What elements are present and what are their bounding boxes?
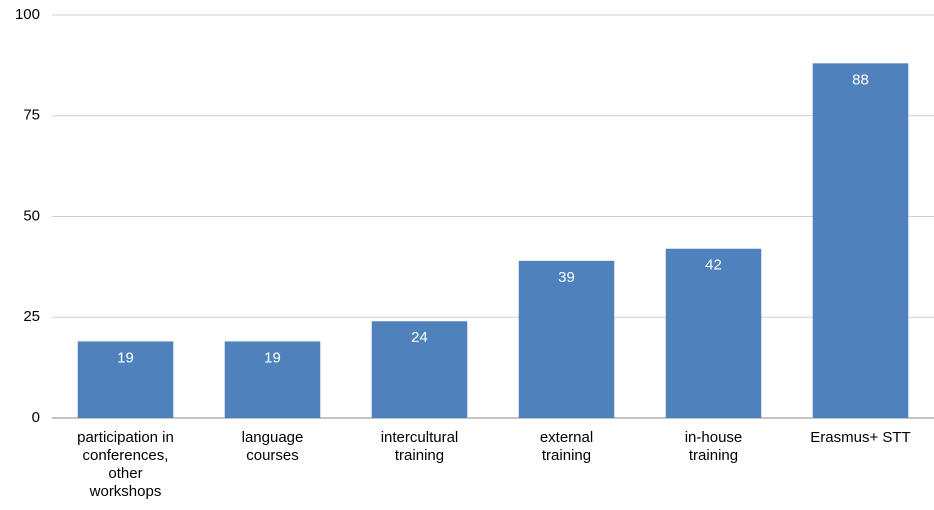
y-tick-label: 25 (23, 308, 40, 325)
value-label: 39 (558, 269, 575, 286)
bar (665, 248, 762, 418)
x-tick-label: in-house training (684, 429, 743, 464)
value-label: 19 (117, 349, 134, 366)
x-tick-label: intercultural training (380, 429, 459, 464)
value-label: 42 (705, 257, 722, 274)
y-tick-label: 75 (23, 107, 40, 124)
bar (812, 63, 909, 419)
value-label: 24 (411, 329, 428, 346)
y-tick-label: 50 (23, 207, 40, 224)
x-tick-label: language courses (241, 429, 304, 464)
value-label: 88 (852, 71, 869, 88)
x-tick-label: external training (539, 429, 594, 464)
bar (371, 321, 468, 418)
y-tick-label: 0 (32, 409, 40, 426)
x-tick-label: Erasmus+ STT (810, 429, 911, 446)
value-label: 19 (264, 349, 281, 366)
y-tick-label: 100 (15, 6, 40, 23)
bar (77, 341, 174, 418)
bar (518, 260, 615, 418)
x-tick-label: participation in conferences, other work… (77, 429, 174, 500)
bar (224, 341, 321, 418)
